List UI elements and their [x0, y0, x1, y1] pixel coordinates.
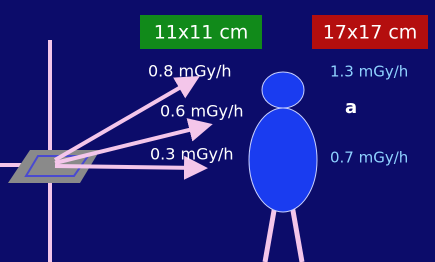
dose-rate-left: 0.8 mGy/h — [148, 62, 232, 81]
dose-rate-left: 0.6 mGy/h — [160, 102, 244, 121]
field-size-left: 11x11 cm — [154, 22, 249, 44]
dose-rate-right: 1.3 mGy/h — [330, 63, 408, 81]
dose-rate-left: 0.3 mGy/h — [150, 145, 234, 164]
field-size-right: 17x17 cm — [323, 22, 418, 44]
panel-label: a — [345, 97, 357, 118]
diagram: 11x11 cm 17x17 cm 0.8 mGy/h 0.6 mGy/h 0.… — [0, 0, 435, 262]
page: 11x11 cm 17x17 cm 0.8 mGy/h 0.6 mGy/h 0.… — [0, 0, 435, 262]
dose-rate-right: 0.7 mGy/h — [330, 149, 408, 167]
